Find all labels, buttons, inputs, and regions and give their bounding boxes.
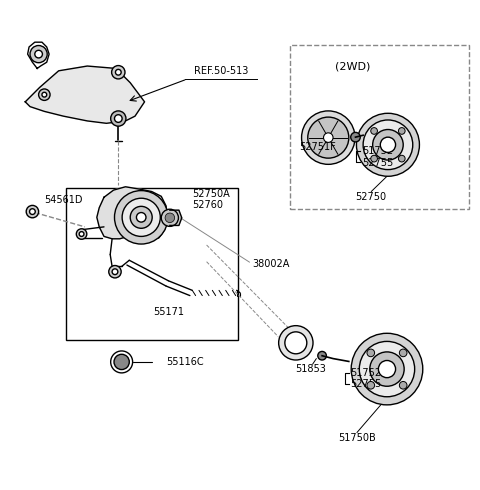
- Circle shape: [372, 129, 403, 160]
- Circle shape: [285, 332, 307, 354]
- Text: 38002A: 38002A: [252, 259, 289, 269]
- Text: 55171: 55171: [153, 307, 184, 317]
- Circle shape: [165, 213, 175, 222]
- Circle shape: [367, 349, 374, 357]
- Text: 52750A
52760: 52750A 52760: [192, 189, 230, 211]
- Text: (2WD): (2WD): [336, 61, 371, 71]
- Bar: [66, 188, 238, 341]
- Circle shape: [112, 269, 118, 274]
- Circle shape: [301, 111, 355, 164]
- Polygon shape: [97, 187, 168, 240]
- Text: 52751F: 52751F: [300, 142, 336, 152]
- Circle shape: [360, 342, 415, 397]
- Circle shape: [116, 70, 121, 75]
- Circle shape: [398, 155, 405, 162]
- Circle shape: [367, 381, 374, 389]
- Circle shape: [398, 127, 405, 134]
- Bar: [290, 45, 469, 209]
- Circle shape: [30, 46, 47, 63]
- Circle shape: [136, 213, 146, 222]
- Text: 51752
52755: 51752 52755: [350, 368, 381, 390]
- Circle shape: [351, 333, 423, 405]
- Circle shape: [324, 133, 333, 143]
- Circle shape: [279, 326, 313, 360]
- Circle shape: [114, 354, 129, 369]
- Circle shape: [109, 266, 121, 278]
- Circle shape: [380, 137, 396, 152]
- Circle shape: [26, 205, 38, 218]
- Circle shape: [399, 349, 407, 357]
- Polygon shape: [170, 210, 182, 225]
- Circle shape: [357, 113, 420, 176]
- Text: 51752
52755: 51752 52755: [362, 146, 393, 168]
- Text: 52750: 52750: [356, 192, 387, 202]
- Circle shape: [111, 111, 126, 126]
- Circle shape: [38, 89, 50, 100]
- Circle shape: [79, 232, 84, 236]
- Text: 54561D: 54561D: [44, 195, 83, 205]
- Circle shape: [122, 198, 160, 236]
- Polygon shape: [25, 66, 144, 123]
- Circle shape: [371, 155, 377, 162]
- Text: 51750B: 51750B: [338, 433, 376, 443]
- Circle shape: [351, 132, 360, 142]
- Circle shape: [76, 229, 87, 239]
- Circle shape: [115, 115, 122, 122]
- Circle shape: [30, 209, 35, 215]
- Circle shape: [112, 66, 125, 79]
- Text: REF.50-513: REF.50-513: [194, 66, 248, 75]
- Circle shape: [161, 209, 179, 226]
- Circle shape: [378, 361, 396, 378]
- Circle shape: [115, 191, 168, 244]
- Text: 51853: 51853: [295, 364, 326, 374]
- Circle shape: [42, 92, 47, 97]
- Circle shape: [363, 120, 413, 170]
- Circle shape: [370, 352, 404, 386]
- Circle shape: [399, 381, 407, 389]
- Circle shape: [130, 206, 152, 228]
- Circle shape: [318, 351, 326, 360]
- Circle shape: [308, 117, 349, 158]
- Text: 55116C: 55116C: [166, 357, 204, 367]
- Circle shape: [35, 50, 42, 58]
- Circle shape: [371, 127, 377, 134]
